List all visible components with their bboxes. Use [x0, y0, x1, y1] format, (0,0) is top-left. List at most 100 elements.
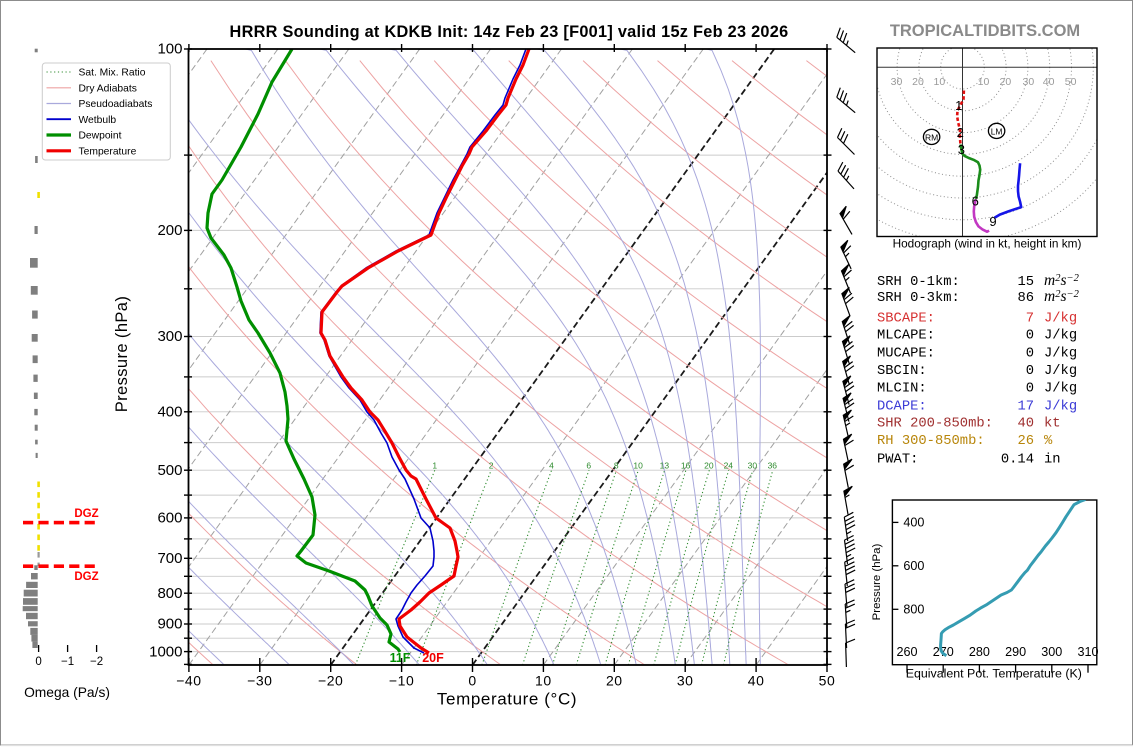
svg-text:20: 20: [1000, 76, 1012, 88]
svg-text:−20: −20: [318, 673, 343, 689]
svg-text:10: 10: [633, 461, 643, 471]
svg-text:50: 50: [1065, 76, 1077, 88]
svg-text:PWAT:: PWAT:: [877, 453, 918, 468]
svg-text:J/kg: J/kg: [1044, 311, 1077, 327]
svg-text:13: 13: [660, 461, 670, 471]
svg-text:DCAPE:: DCAPE:: [877, 399, 927, 414]
svg-text:Wetbulb: Wetbulb: [79, 115, 117, 126]
svg-text:SRH 0-3km:: SRH 0-3km:: [877, 290, 960, 306]
svg-text:290: 290: [1005, 645, 1026, 659]
svg-text:20F: 20F: [422, 651, 444, 665]
svg-text:−40: −40: [176, 673, 201, 689]
svg-text:J/kg: J/kg: [1044, 328, 1077, 344]
svg-text:500: 500: [157, 462, 182, 479]
svg-text:20: 20: [912, 76, 924, 88]
svg-text:%: %: [1044, 434, 1053, 449]
svg-text:7: 7: [1026, 312, 1034, 327]
svg-text:SRH 0-1km:: SRH 0-1km:: [877, 274, 960, 290]
svg-text:SBCIN:: SBCIN:: [877, 364, 927, 379]
svg-text:kt: kt: [1044, 416, 1061, 432]
svg-text:0: 0: [1026, 364, 1034, 379]
svg-text:600: 600: [157, 510, 182, 527]
svg-text:J/kg: J/kg: [1044, 345, 1077, 361]
svg-text:−30: −30: [247, 673, 272, 689]
svg-text:3: 3: [958, 142, 965, 157]
svg-text:6: 6: [972, 194, 979, 209]
svg-text:30: 30: [748, 461, 758, 471]
svg-text:30: 30: [891, 76, 903, 88]
svg-text:2: 2: [489, 461, 494, 471]
svg-text:100: 100: [157, 41, 182, 58]
svg-text:50: 50: [819, 673, 836, 689]
svg-text:10: 10: [978, 76, 990, 88]
svg-text:26: 26: [1017, 434, 1034, 449]
svg-text:16: 16: [681, 461, 691, 471]
svg-text:2: 2: [957, 125, 964, 140]
svg-text:900: 900: [157, 616, 182, 633]
svg-text:0: 0: [1026, 382, 1034, 397]
svg-text:40: 40: [1043, 76, 1055, 88]
svg-text:86: 86: [1017, 291, 1034, 306]
svg-text:−1: −1: [61, 656, 74, 668]
svg-text:RM: RM: [925, 132, 938, 142]
svg-text:260: 260: [896, 645, 917, 659]
svg-text:300: 300: [157, 328, 182, 345]
svg-text:−10: −10: [389, 673, 414, 689]
svg-text:600: 600: [903, 559, 924, 573]
svg-text:Pressure (hPa): Pressure (hPa): [871, 544, 883, 621]
svg-text:Omega (Pa/s): Omega (Pa/s): [24, 685, 110, 700]
svg-text:17: 17: [1017, 399, 1034, 414]
svg-text:Equivalent Pot. Temperature (K: Equivalent Pot. Temperature (K): [906, 666, 1082, 680]
svg-text:300: 300: [1041, 645, 1062, 659]
svg-text:10: 10: [535, 673, 552, 689]
svg-text:Temperature (°C): Temperature (°C): [437, 690, 577, 709]
svg-text:0: 0: [1026, 346, 1034, 361]
svg-text:15: 15: [1017, 275, 1034, 290]
svg-text:SBCAPE:: SBCAPE:: [877, 312, 935, 327]
svg-text:400: 400: [903, 516, 924, 530]
svg-text:700: 700: [157, 550, 182, 567]
svg-text:HRRR Sounding at KDKB Init: 14: HRRR Sounding at KDKB Init: 14z Feb 23 […: [230, 23, 789, 41]
svg-text:Temperature: Temperature: [79, 146, 137, 157]
svg-text:RH 300-850mb:: RH 300-850mb:: [877, 433, 985, 449]
svg-text:800: 800: [157, 585, 182, 602]
svg-text:SHR 200-850mb:: SHR 200-850mb:: [877, 416, 993, 432]
svg-text:4: 4: [549, 461, 554, 471]
svg-text:280: 280: [969, 645, 990, 659]
svg-text:30: 30: [1023, 76, 1035, 88]
svg-text:200: 200: [157, 222, 182, 239]
svg-text:in: in: [1044, 452, 1061, 468]
svg-text:400: 400: [157, 404, 182, 421]
svg-text:9: 9: [989, 214, 996, 229]
svg-text:Dewpoint: Dewpoint: [79, 131, 122, 142]
svg-text:40: 40: [1017, 417, 1034, 432]
svg-text:MLCAPE:: MLCAPE:: [877, 329, 935, 344]
svg-text:1: 1: [955, 98, 962, 113]
svg-text:Hodograph (wind in kt, height: Hodograph (wind in kt, height in km): [893, 237, 1082, 251]
svg-text:−2: −2: [90, 656, 103, 668]
svg-text:Dry Adiabats: Dry Adiabats: [79, 83, 137, 94]
svg-text:30: 30: [677, 673, 694, 689]
svg-text:1: 1: [432, 461, 437, 471]
svg-text:1000: 1000: [149, 643, 182, 660]
svg-text:0.14: 0.14: [1001, 453, 1034, 468]
svg-text:J/kg: J/kg: [1044, 363, 1077, 379]
svg-text:40: 40: [748, 673, 765, 689]
svg-text:0: 0: [35, 656, 41, 668]
svg-text:Pressure (hPa): Pressure (hPa): [113, 296, 131, 413]
svg-text:Pseudoadiabats: Pseudoadiabats: [79, 99, 153, 110]
svg-text:J/kg: J/kg: [1044, 381, 1077, 397]
svg-text:MLCIN:: MLCIN:: [877, 382, 927, 397]
svg-text:DGZ: DGZ: [74, 508, 98, 520]
svg-text:J/kg: J/kg: [1044, 398, 1077, 414]
svg-text:20: 20: [704, 461, 714, 471]
svg-text:LM: LM: [991, 126, 1003, 136]
svg-text:11F: 11F: [390, 651, 411, 665]
svg-text:Sat. Mix. Ratio: Sat. Mix. Ratio: [79, 68, 146, 79]
svg-text:6: 6: [586, 461, 591, 471]
svg-text:800: 800: [903, 603, 924, 617]
svg-text:20: 20: [606, 673, 623, 689]
svg-text:0: 0: [468, 673, 476, 689]
svg-text:0: 0: [1026, 329, 1034, 344]
svg-text:10: 10: [934, 76, 946, 88]
